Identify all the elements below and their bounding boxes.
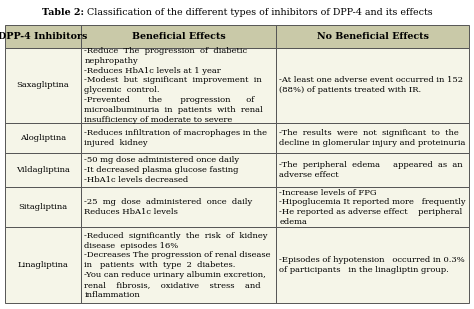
Text: -25  mg  dose  administered  once  daily
Reduces HbA1c levels: -25 mg dose administered once daily Redu… [84, 198, 253, 216]
Text: -Reduced  significantly  the  risk  of  kidney
disease  episodes 16%
-Decreases : -Reduced significantly the risk of kidne… [84, 232, 271, 298]
Text: Saxagliptina: Saxagliptina [17, 81, 69, 89]
Text: -Reduce  The  progression  of  diabetic
nephropathy
-Reduces HbA1c levels at 1 y: -Reduce The progression of diabetic neph… [84, 47, 263, 124]
Text: Vildagliptina: Vildagliptina [16, 166, 70, 174]
Text: Table 2:: Table 2: [42, 8, 84, 17]
Text: -Episodes of hypotension   occurred in 0.3%
of participants   in the linagliptin: -Episodes of hypotension occurred in 0.3… [279, 256, 465, 274]
Text: No Beneficial Effects: No Beneficial Effects [317, 32, 429, 41]
Text: -50 mg dose administered once daily
-It decreased plasma glucose fasting
-HbA1c : -50 mg dose administered once daily -It … [84, 156, 239, 184]
Text: -Reduces infiltration of macrophages in the
injured  kidney: -Reduces infiltration of macrophages in … [84, 129, 267, 147]
Text: Linagliptina: Linagliptina [18, 261, 69, 269]
Text: Alogliptina: Alogliptina [20, 134, 66, 142]
Text: Sitagliptina: Sitagliptina [18, 203, 68, 211]
Text: -At least one adverse event occurred in 152
(88%) of patients treated with IR.: -At least one adverse event occurred in … [279, 77, 463, 94]
Text: Beneficial Effects: Beneficial Effects [132, 32, 226, 41]
Text: -The  results  were  not  significant  to  the
decline in glomerular injury and : -The results were not significant to the… [279, 129, 465, 147]
Text: -Increase levels of FPG
-Hipoglucemia It reported more   frequently
-He reported: -Increase levels of FPG -Hipoglucemia It… [279, 188, 466, 226]
Text: DPP-4 Inhibitors: DPP-4 Inhibitors [0, 32, 88, 41]
Text: Classification of the different types of inhibitors of DPP-4 and its effects: Classification of the different types of… [84, 8, 432, 17]
Text: -The  peripheral  edema     appeared  as  an
adverse effect: -The peripheral edema appeared as an adv… [279, 161, 463, 179]
